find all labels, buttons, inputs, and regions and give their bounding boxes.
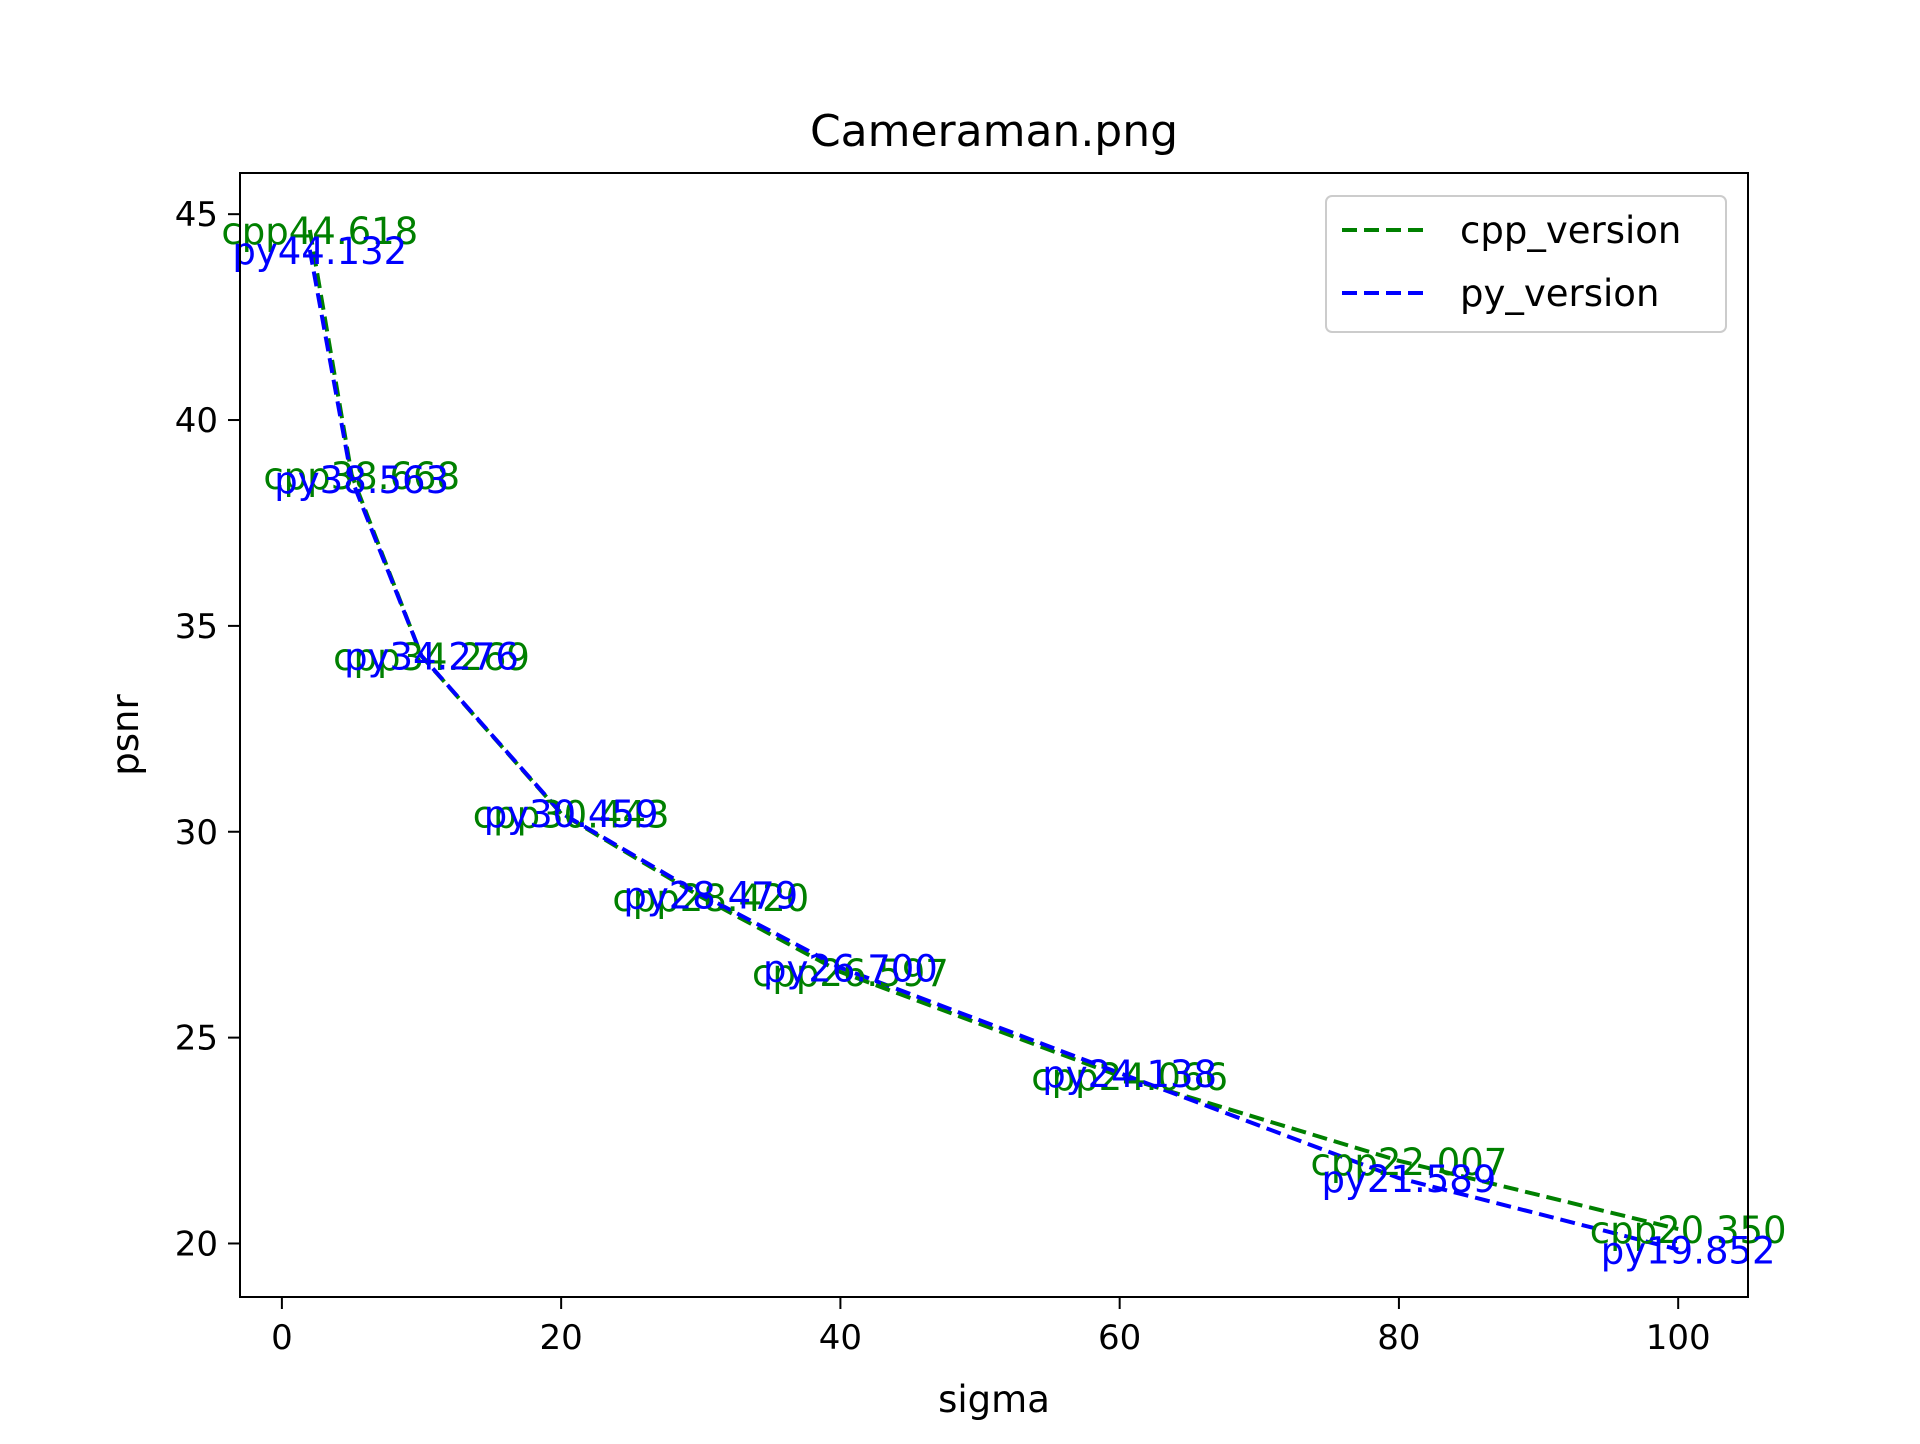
- x-tick-label: 100: [1646, 1318, 1711, 1358]
- legend-box: [1325, 195, 1727, 333]
- y-axis-label: psnr: [104, 694, 147, 776]
- data-label-cpp-version: cpp26.597: [752, 952, 949, 995]
- plot-frame: [239, 172, 1749, 1298]
- chart-title: Cameraman.png: [810, 106, 1178, 157]
- x-axis: 0 20 40 60 80 100: [271, 1297, 1711, 1358]
- data-label-py-version: py21.589: [1321, 1158, 1496, 1201]
- data-label-py-version: py30.459: [484, 793, 659, 836]
- data-label-layer: cpp44.618 cpp38.668 cpp34.269 cpp30.443 cpp2…: [221, 210, 1786, 1273]
- x-tick-label: 0: [271, 1318, 293, 1358]
- x-axis-label: sigma: [938, 1378, 1050, 1421]
- data-label-py-version: py34.276: [344, 636, 519, 679]
- series-layer: [307, 229, 1679, 1252]
- y-axis: 20 25 30 35 40 45: [175, 195, 240, 1264]
- x-tick-label: 60: [1098, 1318, 1141, 1358]
- legend-label: cpp_version: [1460, 209, 1681, 252]
- x-tick-label: 80: [1377, 1318, 1420, 1358]
- data-label-py-version: py26.700: [763, 948, 938, 991]
- data-label-cpp-version: cpp20.350: [1590, 1209, 1787, 1252]
- legend: cpp_version py_version: [1325, 195, 1727, 333]
- y-tick-label: 20: [175, 1224, 218, 1264]
- data-label-cpp-version: cpp34.269: [333, 636, 530, 679]
- series-line-py-version: [307, 249, 1679, 1252]
- x-tick-label: 20: [540, 1318, 583, 1358]
- data-label-py-version: py44.132: [232, 230, 407, 273]
- data-label-py-version: py19.852: [1601, 1230, 1776, 1273]
- x-tick-label: 40: [819, 1318, 862, 1358]
- data-label-cpp-version: cpp24.066: [1031, 1056, 1228, 1099]
- data-label-py-version: py38.563: [274, 459, 449, 502]
- y-tick-label: 35: [175, 607, 218, 647]
- data-label-cpp-version: cpp44.618: [221, 210, 418, 253]
- data-label-py-version: py24.138: [1042, 1053, 1217, 1096]
- data-label-py-version: py28.479: [623, 874, 798, 917]
- data-label-cpp-version: cpp28.420: [612, 877, 809, 920]
- y-tick-label: 40: [175, 401, 218, 441]
- y-tick-label: 25: [175, 1019, 218, 1059]
- data-label-cpp-version: cpp30.443: [473, 794, 670, 837]
- legend-entries: cpp_version py_version: [1342, 209, 1681, 315]
- legend-label: py_version: [1460, 272, 1659, 315]
- data-label-cpp-version: cpp38.668: [263, 455, 460, 498]
- y-tick-label: 45: [175, 195, 218, 235]
- y-tick-label: 30: [175, 813, 218, 853]
- data-label-cpp-version: cpp22.007: [1311, 1141, 1508, 1184]
